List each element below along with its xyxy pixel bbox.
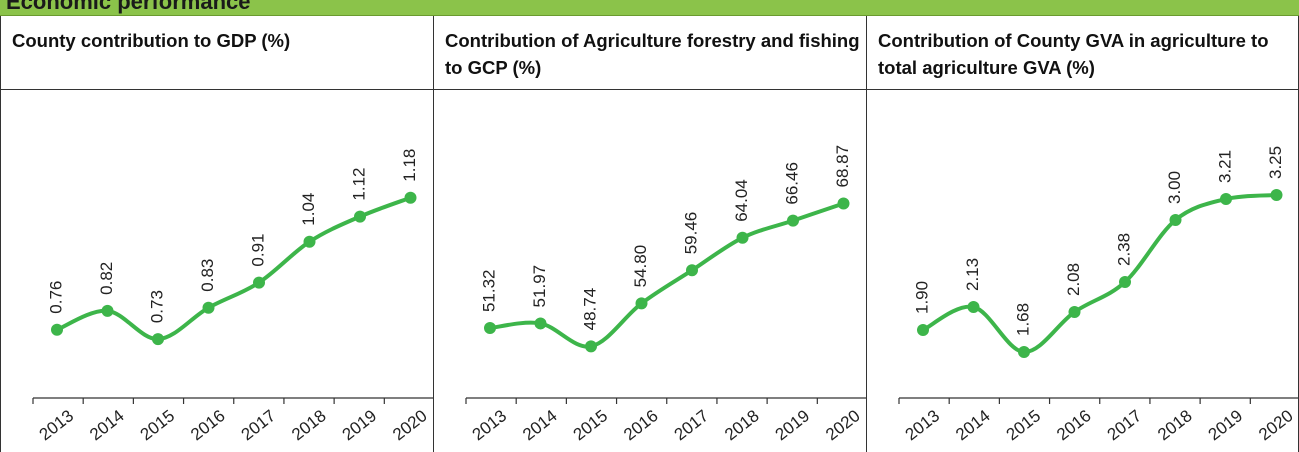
chart-title: Contribution of Agriculture forestry and… [434, 16, 866, 90]
data-point-2018 [303, 235, 316, 248]
data-point-2019 [354, 210, 366, 223]
x-tick-label-2014: 2014 [952, 406, 994, 444]
x-tick-label-2020: 2020 [389, 406, 431, 444]
data-point-2016 [1068, 306, 1081, 318]
x-tick-label-2017: 2017 [671, 406, 713, 444]
x-tick-label-2018: 2018 [288, 406, 330, 444]
data-point-2020 [1270, 189, 1283, 201]
data-label-2014: 0.82 [97, 262, 116, 295]
x-tick-label-2017: 2017 [238, 406, 280, 444]
chart-panel-gdp: County contribution to GDP (%) 0.76 0.82 0… [0, 16, 433, 452]
chart-panel-agriculture-gcp: Contribution of Agriculture forestry and… [433, 16, 866, 452]
x-tick-label-2019: 2019 [1205, 406, 1247, 444]
data-point-2019 [1220, 193, 1232, 205]
data-label-2020: 68.87 [833, 145, 852, 188]
data-label-2017: 59.46 [681, 212, 700, 255]
section-title: Economic performance [6, 0, 251, 14]
data-point-2017 [1119, 276, 1131, 288]
data-label-2013: 1.90 [912, 281, 931, 314]
x-tick-label-2015: 2015 [137, 406, 179, 444]
data-point-2014 [534, 317, 547, 330]
x-tick-label-2013: 2013 [36, 406, 78, 444]
section-banner: Economic performance [0, 0, 1299, 16]
data-label-2016: 54.80 [631, 245, 650, 288]
data-label-2014: 2.13 [963, 258, 982, 291]
x-tick-label-2018: 2018 [1154, 406, 1196, 444]
x-tick-label-2016: 2016 [187, 406, 229, 444]
data-label-2014: 51.97 [530, 265, 549, 308]
data-point-2013 [917, 324, 929, 336]
data-label-2013: 0.76 [46, 281, 65, 314]
x-tick-label-2013: 2013 [902, 406, 944, 444]
series-line [921, 193, 1279, 355]
data-label-2018: 3.00 [1165, 171, 1184, 204]
line-chart-gva: 1.90 2.13 1.68 2.08 2.38 3.00 3.21 3.25 2013 2014… [898, 146, 1299, 444]
x-tick-label-2020: 2020 [1255, 406, 1297, 444]
line-chart-gdp: 0.76 0.82 0.73 0.83 0.91 1.04 1.12 1.18 2013 2014… [32, 149, 433, 444]
line-chart-agriculture-gcp: 51.32 51.97 48.74 54.80 59.46 64.04 66.46 68.87… [465, 145, 866, 444]
x-tick-label-2019: 2019 [339, 406, 381, 444]
data-point-2013 [484, 322, 496, 335]
x-tick-label-2020: 2020 [822, 406, 864, 444]
data-point-2013 [51, 323, 63, 336]
data-point-2018 [736, 231, 749, 244]
x-tick-label-2015: 2015 [570, 406, 612, 444]
data-label-2015: 48.74 [580, 288, 599, 331]
x-tick-label-2016: 2016 [620, 406, 662, 444]
chart-title: Contribution of County GVA in agricultur… [867, 16, 1298, 90]
data-label-2019: 66.46 [782, 162, 801, 205]
x-tick-label-2015: 2015 [1003, 406, 1045, 444]
data-point-2014 [967, 301, 980, 313]
data-point-2015 [585, 340, 597, 353]
data-label-2019: 1.12 [349, 167, 368, 200]
data-label-2017: 2.38 [1114, 233, 1133, 266]
data-label-2020: 3.25 [1266, 146, 1285, 179]
data-label-2019: 3.21 [1215, 150, 1234, 183]
data-point-2017 [686, 264, 698, 277]
x-tick-label-2013: 2013 [469, 406, 511, 444]
data-label-2016: 0.83 [198, 259, 217, 292]
data-point-2016 [202, 301, 215, 314]
chart-title: County contribution to GDP (%) [1, 16, 433, 90]
data-label-2015: 0.73 [147, 290, 166, 323]
data-point-2016 [635, 297, 648, 310]
x-tick-label-2014: 2014 [519, 406, 561, 444]
data-label-2018: 64.04 [732, 179, 751, 222]
data-point-2015 [1018, 346, 1030, 358]
data-point-2014 [101, 304, 114, 317]
data-label-2018: 1.04 [299, 193, 318, 226]
data-label-2020: 1.18 [400, 149, 419, 182]
x-tick-label-2014: 2014 [86, 406, 128, 444]
data-label-2013: 51.32 [479, 270, 498, 313]
x-tick-label-2016: 2016 [1053, 406, 1095, 444]
data-point-2018 [1169, 214, 1182, 226]
x-tick-label-2019: 2019 [772, 406, 814, 444]
data-point-2017 [253, 276, 265, 289]
data-point-2019 [787, 214, 799, 227]
data-label-2016: 2.08 [1064, 263, 1083, 296]
data-point-2020 [404, 191, 417, 204]
data-point-2015 [152, 333, 164, 346]
x-tick-label-2017: 2017 [1104, 406, 1146, 444]
data-label-2017: 0.91 [248, 233, 267, 266]
chart-panel-gva: Contribution of County GVA in agricultur… [866, 16, 1299, 452]
data-label-2015: 1.68 [1013, 303, 1032, 336]
data-point-2020 [837, 197, 850, 210]
x-tick-label-2018: 2018 [721, 406, 763, 444]
